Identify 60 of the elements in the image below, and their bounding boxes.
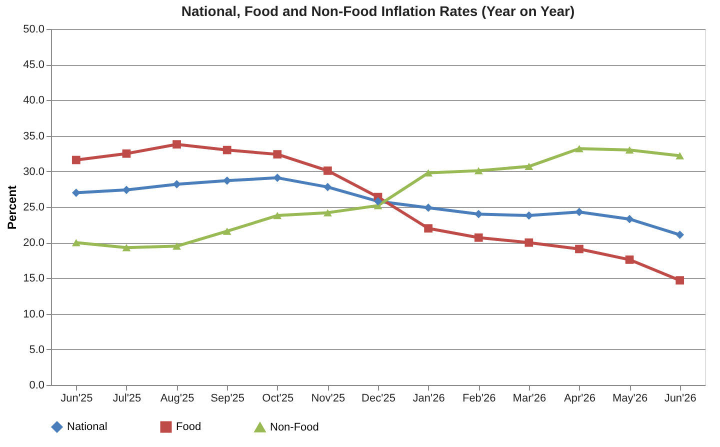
point	[474, 233, 483, 242]
point	[625, 256, 634, 264]
point	[72, 238, 80, 246]
point	[172, 242, 181, 250]
y-tick-label: 25.0	[23, 202, 44, 214]
point	[122, 244, 131, 252]
x-tick-label: Nov'25	[311, 392, 346, 404]
point	[676, 276, 684, 285]
point	[676, 152, 684, 160]
point	[575, 144, 584, 152]
point	[575, 244, 584, 254]
legend-label: Non-Food	[270, 421, 319, 434]
point	[273, 212, 282, 220]
y-tick-label: 20.0	[23, 237, 44, 250]
point	[222, 146, 232, 154]
point	[625, 146, 634, 154]
y-tick-label: 40.0	[23, 94, 44, 107]
legend-label: National	[67, 421, 108, 433]
x-tick-label: Aug'25	[160, 392, 194, 404]
x-tick-label: Oct'25	[262, 392, 294, 404]
y-tick-label: 50.0	[23, 24, 44, 36]
x-tick-label: Sep'25	[210, 392, 245, 404]
point	[72, 156, 80, 164]
x-tick-label: Mar'26	[512, 392, 546, 404]
point	[424, 204, 432, 212]
x-tick-label: Jun'25	[60, 392, 93, 404]
point	[575, 208, 584, 216]
point	[474, 167, 483, 174]
point	[172, 180, 181, 188]
point	[524, 162, 534, 170]
x-tick-label: Jun'26	[664, 392, 696, 404]
x-tick-label: Dec'25	[362, 392, 396, 404]
point	[625, 214, 634, 224]
point	[122, 149, 131, 158]
point	[524, 238, 534, 247]
point	[172, 140, 181, 149]
x-tick-label: Jul'25	[112, 392, 142, 404]
y-tick-label: 35.0	[23, 130, 44, 142]
y-axis-title: Percent	[5, 185, 20, 230]
point	[222, 228, 232, 235]
y-tick-label: 45.0	[23, 59, 44, 72]
point	[676, 230, 684, 239]
point	[324, 166, 332, 175]
legend-label: Food	[176, 421, 202, 433]
point	[424, 224, 432, 233]
x-tick-label: Apr'26	[564, 392, 596, 404]
y-tick-label: 0.0	[29, 380, 44, 392]
chart-title: National, Food and Non-Food Inflation Rates (Year on Year)	[181, 3, 575, 19]
x-tick-label: Feb'26	[462, 392, 496, 404]
point	[273, 150, 282, 158]
point	[474, 210, 483, 218]
point	[324, 182, 332, 192]
x-tick-label: May'26	[612, 392, 648, 404]
y-tick-label: 30.0	[23, 166, 44, 178]
point	[324, 209, 332, 216]
point	[374, 197, 382, 206]
y-tick-label: 10.0	[23, 308, 44, 320]
y-tick-label: 15.0	[23, 272, 44, 285]
x-tick-label: Jan'26	[412, 392, 445, 404]
y-tick-label: 5.0	[29, 344, 44, 356]
